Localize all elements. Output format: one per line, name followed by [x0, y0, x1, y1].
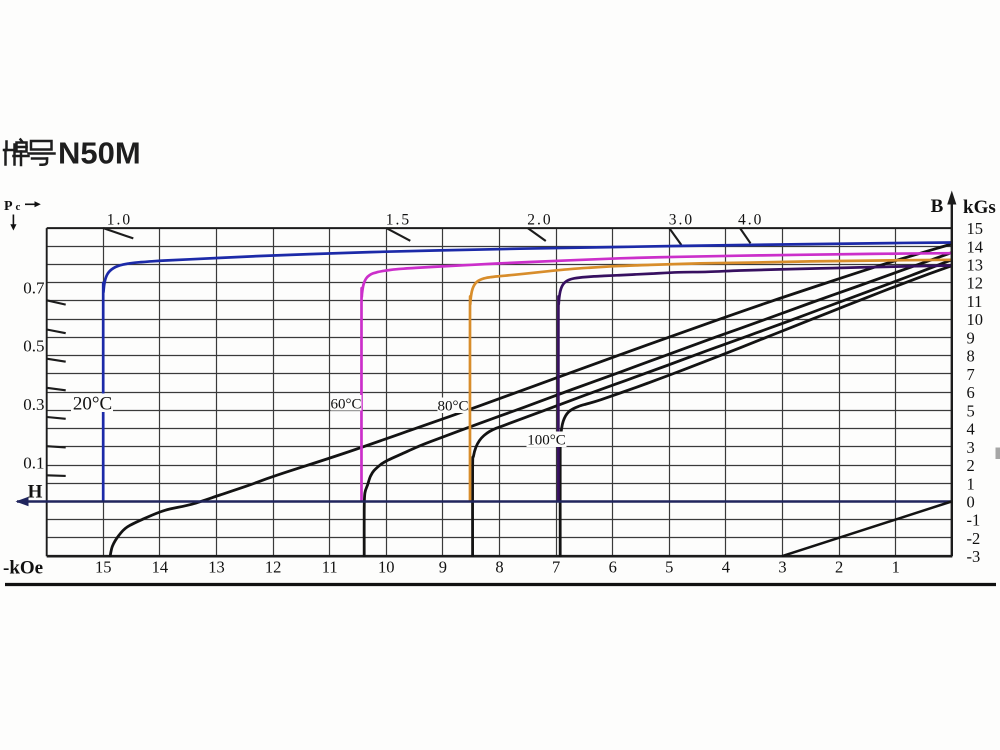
- svg-text:9: 9: [967, 328, 975, 347]
- svg-text:100°C: 100°C: [527, 433, 566, 449]
- svg-text:15: 15: [95, 558, 112, 577]
- svg-text:20°C: 20°C: [73, 394, 112, 415]
- svg-text:H: H: [28, 482, 43, 503]
- svg-text:1: 1: [892, 558, 900, 577]
- svg-text:8: 8: [495, 558, 503, 577]
- svg-text:P: P: [4, 199, 13, 214]
- svg-text:3: 3: [778, 558, 786, 577]
- svg-text:2.0: 2.0: [527, 212, 552, 229]
- svg-text:0.1: 0.1: [23, 453, 44, 472]
- svg-text:8: 8: [967, 347, 975, 366]
- svg-text:4: 4: [722, 558, 730, 577]
- svg-text:12: 12: [265, 558, 282, 577]
- svg-text:10: 10: [378, 558, 395, 577]
- svg-text:N50M: N50M: [58, 136, 141, 171]
- svg-text:1: 1: [967, 474, 975, 493]
- svg-text:-3: -3: [967, 547, 981, 566]
- svg-text:13: 13: [967, 256, 984, 275]
- svg-text:-kOe: -kOe: [3, 558, 43, 579]
- svg-text:15: 15: [967, 219, 984, 238]
- svg-text:7: 7: [967, 365, 975, 384]
- svg-text:4.0: 4.0: [738, 212, 763, 229]
- svg-text:11: 11: [322, 558, 338, 577]
- svg-text:6: 6: [967, 383, 975, 402]
- svg-text:-1: -1: [967, 511, 981, 530]
- svg-text:80°C: 80°C: [437, 399, 468, 415]
- svg-text:0.5: 0.5: [23, 337, 44, 356]
- svg-text:11: 11: [967, 292, 983, 311]
- svg-text:0.3: 0.3: [23, 395, 44, 414]
- svg-text:5: 5: [967, 401, 975, 420]
- svg-text:2: 2: [967, 456, 975, 475]
- svg-text:7: 7: [552, 558, 560, 577]
- svg-text:60°C: 60°C: [330, 397, 361, 413]
- svg-text:c: c: [16, 201, 21, 213]
- svg-text:13: 13: [208, 558, 225, 577]
- svg-text:6: 6: [609, 558, 617, 577]
- svg-text:9: 9: [439, 558, 447, 577]
- svg-text:3: 3: [967, 438, 975, 457]
- svg-text:1.0: 1.0: [107, 212, 132, 229]
- svg-text:2: 2: [835, 558, 843, 577]
- svg-text:0.7: 0.7: [23, 278, 45, 297]
- svg-text:3.0: 3.0: [669, 212, 694, 229]
- svg-text:10: 10: [967, 310, 984, 329]
- svg-text:B: B: [931, 196, 944, 217]
- svg-text:14: 14: [967, 237, 984, 256]
- svg-text:-2: -2: [967, 529, 981, 548]
- svg-text:14: 14: [152, 558, 169, 577]
- svg-text:kGs: kGs: [963, 197, 996, 218]
- svg-text:12: 12: [967, 274, 984, 293]
- svg-text:4: 4: [967, 420, 975, 439]
- svg-text:5: 5: [665, 558, 673, 577]
- svg-text:0: 0: [967, 493, 975, 512]
- svg-text:1.5: 1.5: [386, 212, 411, 229]
